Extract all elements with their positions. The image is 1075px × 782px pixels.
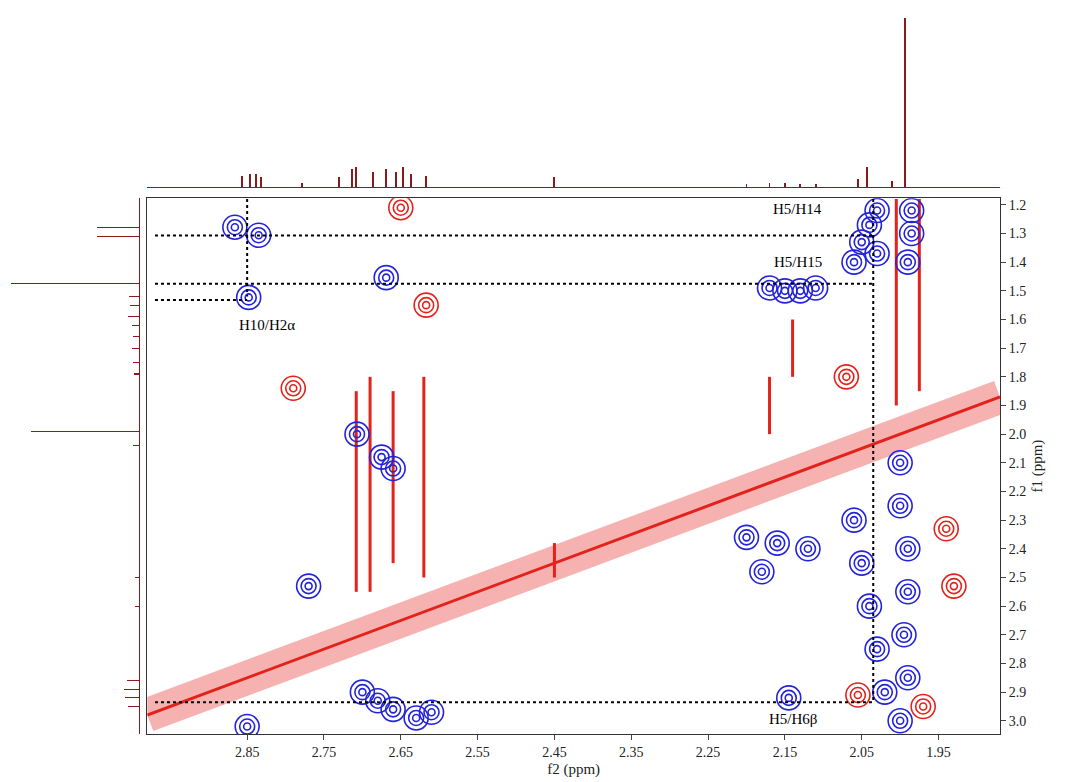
svg-text:2.45: 2.45: [542, 745, 567, 760]
svg-text:3.0: 3.0: [1009, 714, 1027, 729]
svg-text:2.65: 2.65: [389, 745, 414, 760]
svg-text:2.3: 2.3: [1009, 513, 1027, 528]
svg-text:2.4: 2.4: [1009, 542, 1027, 557]
svg-text:2.5: 2.5: [1009, 570, 1027, 585]
svg-text:H5/H15: H5/H15: [774, 254, 822, 270]
svg-text:2.35: 2.35: [619, 745, 644, 760]
svg-text:f1 (ppm): f1 (ppm): [1029, 440, 1046, 493]
svg-text:2.05: 2.05: [849, 745, 874, 760]
svg-text:1.95: 1.95: [926, 745, 951, 760]
svg-text:1.8: 1.8: [1009, 370, 1027, 385]
svg-text:2.15: 2.15: [773, 745, 798, 760]
svg-text:2.75: 2.75: [312, 745, 337, 760]
svg-text:f2 (ppm): f2 (ppm): [547, 761, 600, 778]
svg-text:2.25: 2.25: [696, 745, 721, 760]
svg-text:1.3: 1.3: [1009, 226, 1027, 241]
svg-text:1.4: 1.4: [1009, 255, 1027, 270]
svg-text:2.6: 2.6: [1009, 599, 1027, 614]
svg-text:1.2: 1.2: [1009, 198, 1027, 213]
svg-text:1.7: 1.7: [1009, 341, 1027, 356]
svg-text:H10/H2α: H10/H2α: [239, 317, 295, 333]
svg-text:2.9: 2.9: [1009, 685, 1027, 700]
svg-text:H5/H14: H5/H14: [773, 201, 822, 217]
svg-text:2.1: 2.1: [1009, 456, 1027, 471]
svg-text:2.8: 2.8: [1009, 656, 1027, 671]
svg-text:1.5: 1.5: [1009, 284, 1027, 299]
svg-text:2.2: 2.2: [1009, 484, 1027, 499]
svg-text:H5/H6β: H5/H6β: [769, 711, 817, 727]
svg-text:2.7: 2.7: [1009, 628, 1027, 643]
svg-text:1.6: 1.6: [1009, 312, 1027, 327]
svg-text:2.85: 2.85: [235, 745, 260, 760]
svg-text:2.0: 2.0: [1009, 427, 1027, 442]
svg-text:2.55: 2.55: [465, 745, 490, 760]
svg-text:1.9: 1.9: [1009, 398, 1027, 413]
